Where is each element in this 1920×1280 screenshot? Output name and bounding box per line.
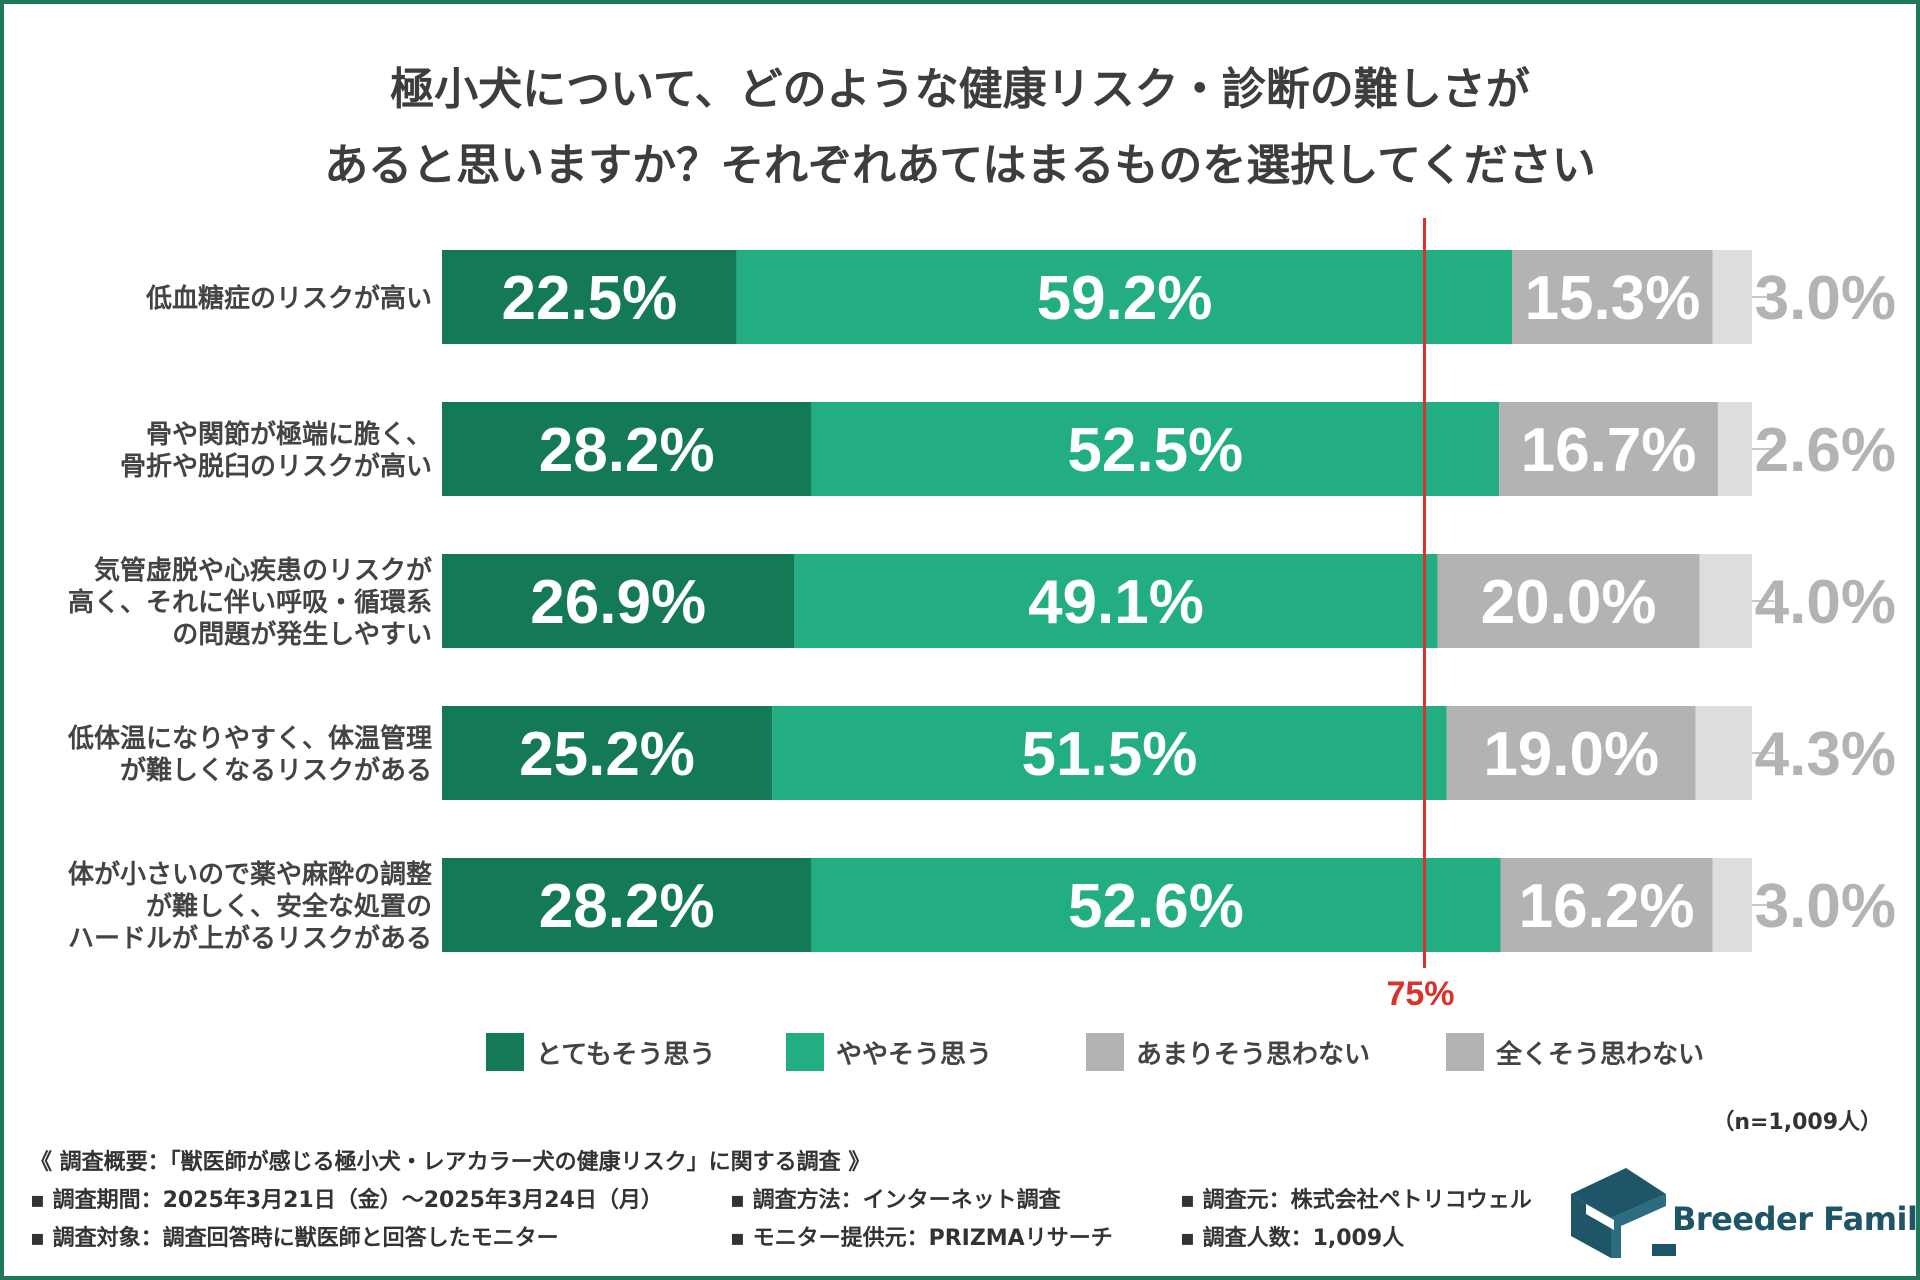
legend-swatch-somewhat — [786, 1033, 824, 1071]
data-label: 26.9% — [530, 568, 706, 637]
data-label: 15.3% — [1525, 264, 1701, 333]
category-label: 体が小さいので薬や麻酔の調整が難しく、安全な処置のハードルが上がるリスクがある — [68, 859, 432, 954]
data-label: 52.6% — [1068, 872, 1244, 941]
category-label: 骨や関節が極端に脆く、骨折や脱臼のリスクが高い — [120, 419, 432, 482]
category-label-line: 高く、それに伴い呼吸・循環系 — [68, 587, 432, 618]
category-label-line: 低血糖症のリスクが高い — [145, 283, 432, 314]
bar-segment — [736, 250, 1513, 344]
survey-footer: 《 調査概要：「獣医師が感じる極小犬・レアカラー犬の健康リスク」に関する調査 》… — [30, 1144, 1570, 1258]
data-label: 20.0% — [1481, 568, 1657, 637]
bar-segment — [1512, 250, 1713, 344]
category-label-line: 骨や関節が極端に脆く、 — [146, 419, 432, 450]
data-label-outside: 4.0% — [1755, 568, 1896, 637]
category-label-line: が難しく、安全な処置の — [146, 891, 432, 922]
footer-provider: ▪ モニター提供元：PRIZMAリサーチ — [730, 1226, 1113, 1251]
bar-segment — [772, 706, 1447, 800]
bar-segment — [1695, 706, 1752, 800]
data-label: 59.2% — [1037, 264, 1213, 333]
category-label-line: が難しくなるリスクがある — [120, 755, 432, 786]
data-label: 19.0% — [1483, 720, 1659, 789]
legend-swatch-not-at-all — [1446, 1033, 1484, 1071]
bar-segment — [794, 554, 1438, 648]
footer-count: ▪ 調査人数：1,009人 — [1180, 1226, 1405, 1251]
category-label-line: 気管虚脱や心疾患のリスクが — [94, 555, 432, 586]
legend-swatch-not-much — [1086, 1033, 1124, 1071]
bar-segment — [442, 402, 812, 496]
bar-segment — [811, 858, 1501, 952]
data-label: 22.5% — [501, 264, 677, 333]
sample-size: （n=1,009人） — [1712, 1110, 1882, 1135]
category-label: 低体温になりやすく、体温管理が難しくなるリスクがある — [67, 724, 432, 786]
bar-segment — [811, 402, 1500, 496]
reference-line-label: 75% — [1386, 975, 1454, 1010]
data-label: 28.2% — [539, 416, 715, 485]
data-label: 16.7% — [1521, 416, 1697, 485]
footer-row-1: ▪ 調査期間：2025年3月21日（金）〜2025年3月24日（月） ▪ 調査方… — [30, 1182, 1570, 1220]
legend-label-somewhat: ややそう思う — [836, 1039, 993, 1070]
bar-segment — [442, 858, 812, 952]
legend-item-very: とてもそう思う — [486, 1032, 786, 1072]
bar-segment — [1717, 402, 1752, 496]
bar-segment — [1699, 554, 1752, 648]
data-label-outside: 3.0% — [1755, 872, 1896, 941]
legend-swatch-very — [486, 1033, 524, 1071]
legend-label-very: とてもそう思う — [536, 1039, 716, 1070]
legend-label-not-at-all: 全くそう思わない — [1496, 1039, 1705, 1070]
data-label: 28.2% — [539, 872, 715, 941]
legend-item-somewhat: ややそう思う — [786, 1032, 1086, 1072]
footer-row-2: ▪ 調査対象：調査回答時に獣医師と回答したモニター ▪ モニター提供元：PRIZ… — [30, 1220, 1570, 1258]
bar-segment — [442, 706, 773, 800]
category-label-line: ハードルが上がるリスクがある — [68, 923, 432, 954]
data-label: 52.5% — [1067, 416, 1243, 485]
bar-segment — [1712, 858, 1752, 952]
footer-heading: 《 調査概要：「獣医師が感じる極小犬・レアカラー犬の健康リスク」に関する調査 》 — [30, 1150, 871, 1175]
data-label-outside: 2.6% — [1755, 416, 1896, 485]
legend-label-not-much: あまりそう思わない — [1136, 1039, 1371, 1070]
data-label-outside: 3.0% — [1755, 264, 1896, 333]
footer-target: ▪ 調査対象：調査回答時に獣医師と回答したモニター — [30, 1226, 559, 1251]
bar-segment — [1446, 706, 1696, 800]
category-label-line: 低体温になりやすく、体温管理 — [67, 724, 432, 754]
category-label-line: の問題が発生しやすい — [172, 619, 432, 650]
brand-logo: Breeder Families — [1566, 1160, 1920, 1260]
chart-title-line1: 極小犬について、どのような健康リスク・診断の難しさが — [390, 64, 1530, 115]
data-label: 16.2% — [1519, 872, 1695, 941]
bar-segment — [1499, 402, 1718, 496]
chart-title: 極小犬について、どのような健康リスク・診断の難しさが あると思いますか？それぞれ… — [0, 52, 1920, 204]
bar-segment — [442, 554, 795, 648]
legend: とてもそう思う ややそう思う あまりそう思わない 全くそう思わない — [486, 1032, 1746, 1072]
category-label-line: 骨折や脱臼のリスクが高い — [120, 451, 432, 482]
chart-title-line2: あると思いますか？それぞれあてはまるものを選択してください — [324, 140, 1596, 191]
legend-item-not-at-all: 全くそう思わない — [1446, 1032, 1746, 1072]
category-label: 気管虚脱や心疾患のリスクが高く、それに伴い呼吸・循環系の問題が発生しやすい — [68, 555, 432, 650]
data-label: 49.1% — [1028, 568, 1204, 637]
category-label: 低血糖症のリスクが高い — [145, 283, 432, 314]
category-label-line: 体が小さいので薬や麻酔の調整 — [68, 859, 432, 890]
data-label: 25.2% — [519, 720, 695, 789]
legend-item-not-much: あまりそう思わない — [1086, 1032, 1446, 1072]
bar-segment — [442, 250, 737, 344]
data-label: 51.5% — [1022, 720, 1198, 789]
bar-segment — [1712, 250, 1752, 344]
bar-segment — [1437, 554, 1700, 648]
footer-source: ▪ 調査元：株式会社ペトリコウェル — [1180, 1188, 1532, 1213]
stacked-bar-chart: 低血糖症のリスクが高い 22.5% 59.2% 15.3% 3.0% 骨や関節が極端に脆く… — [67, 218, 1896, 1010]
logo-house-icon — [1571, 1168, 1676, 1258]
logo-text: Breeder Families — [1672, 1200, 1920, 1238]
footer-method: ▪ 調査方法：インターネット調査 — [730, 1188, 1061, 1213]
data-label-outside: 4.3% — [1755, 720, 1896, 789]
footer-period: ▪ 調査期間：2025年3月21日（金）〜2025年3月24日（月） — [30, 1188, 663, 1213]
bar-segment — [1500, 858, 1713, 952]
